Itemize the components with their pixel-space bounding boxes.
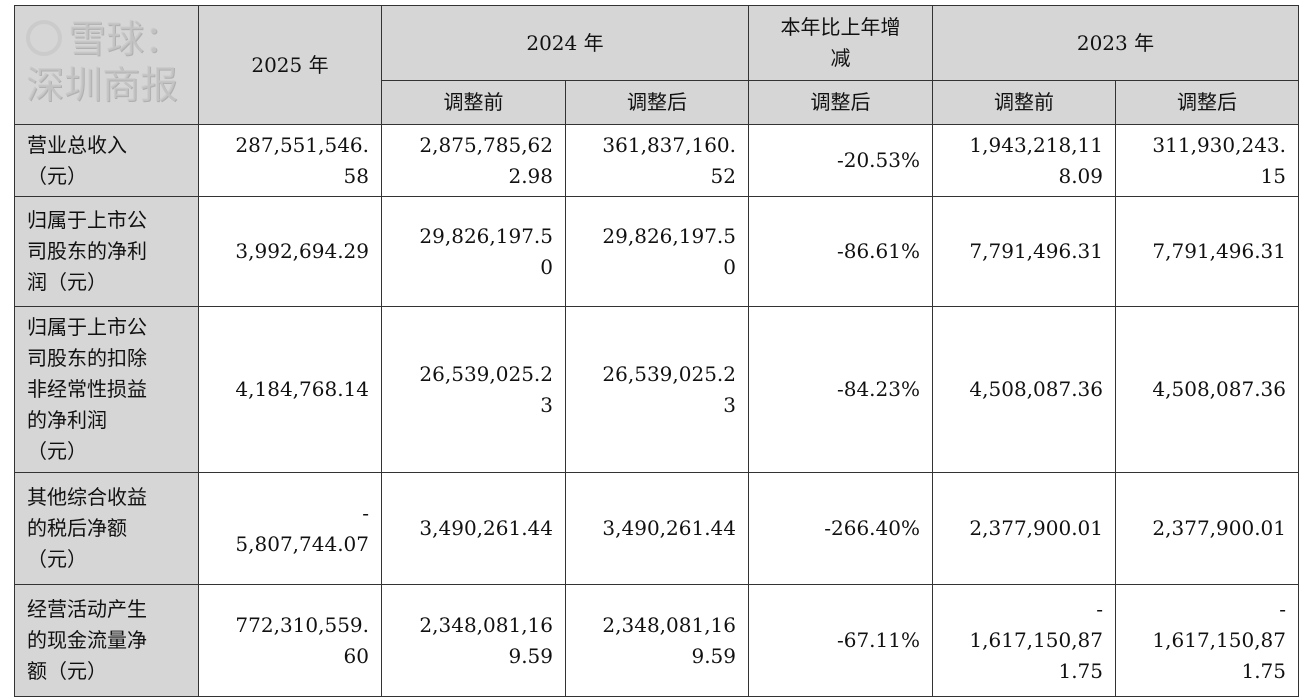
cell-2023-after: 311,930,243. 15 [1115,124,1299,197]
cell-2023-before: 1,943,218,11 8.09 [932,124,1116,197]
header-2024-after: 调整后 [565,80,749,125]
cell-2023-before: 7,791,496.31 [932,196,1116,307]
table-row: 归属于上市公 司股东的净利 润（元） 3,992,694.29 29,826,1… [14,196,1299,307]
cell-change: -86.61% [748,196,933,307]
header-change: 本年比上年增 减 [748,5,933,81]
cell-2024-before: 29,826,197.5 0 [381,196,566,307]
cell-2025: 772,310,559. 60 [198,584,382,697]
cell-2023-before: 4,508,087.36 [932,306,1116,473]
header-2023: 2023 年 [932,5,1299,81]
cell-change: -266.40% [748,472,933,585]
row-label: 归属于上市公 司股东的净利 润（元） [14,196,199,307]
cell-2024-before: 3,490,261.44 [381,472,566,585]
cell-2024-after: 26,539,025.2 3 [565,306,749,473]
table-row: 归属于上市公 司股东的扣除 非经常性损益 的净利润 （元） 4,184,768.… [14,306,1299,473]
row-label: 归属于上市公 司股东的扣除 非经常性损益 的净利润 （元） [14,306,199,473]
header-change-after: 调整后 [748,80,933,125]
header-2025: 2025 年 [198,5,382,125]
header-2024: 2024 年 [381,5,749,81]
cell-2023-after: 7,791,496.31 [1115,196,1299,307]
header-2023-before: 调整前 [932,80,1116,125]
cell-change: -20.53% [748,124,933,197]
table-row: 营业总收入 （元） 287,551,546. 58 2,875,785,62 2… [14,124,1299,197]
cell-change: -84.23% [748,306,933,473]
cell-2023-after: 4,508,087.36 [1115,306,1299,473]
table-row: 经营活动产生 的现金流量净 额（元） 772,310,559. 60 2,348… [14,584,1299,697]
cell-2024-after: 361,837,160. 52 [565,124,749,197]
row-label: 营业总收入 （元） [14,124,199,197]
cell-2025: 287,551,546. 58 [198,124,382,197]
cell-2024-before: 2,348,081,16 9.59 [381,584,566,697]
header-2023-after: 调整后 [1115,80,1299,125]
cell-2023-after: 2,377,900.01 [1115,472,1299,585]
financial-table: 2025 年 2024 年 本年比上年增 减 2023 年 调整前 调整后 调整… [14,5,1299,697]
header-2024-before: 调整前 [381,80,566,125]
cell-2023-before: - 1,617,150,87 1.75 [932,584,1116,697]
cell-2025: 3,992,694.29 [198,196,382,307]
cell-2023-before: 2,377,900.01 [932,472,1116,585]
cell-2024-after: 29,826,197.5 0 [565,196,749,307]
cell-2025: 4,184,768.14 [198,306,382,473]
cell-2024-before: 2,875,785,62 2.98 [381,124,566,197]
cell-2024-after: 3,490,261.44 [565,472,749,585]
cell-2025: - 5,807,744.07 [198,472,382,585]
row-label: 其他综合收益 的税后净额 （元） [14,472,199,585]
cell-2024-before: 26,539,025.2 3 [381,306,566,473]
cell-change: -67.11% [748,584,933,697]
cell-2023-after: - 1,617,150,87 1.75 [1115,584,1299,697]
header-blank [14,5,199,125]
cell-2024-after: 2,348,081,16 9.59 [565,584,749,697]
row-label: 经营活动产生 的现金流量净 额（元） [14,584,199,697]
table-row: 其他综合收益 的税后净额 （元） - 5,807,744.07 3,490,26… [14,472,1299,585]
